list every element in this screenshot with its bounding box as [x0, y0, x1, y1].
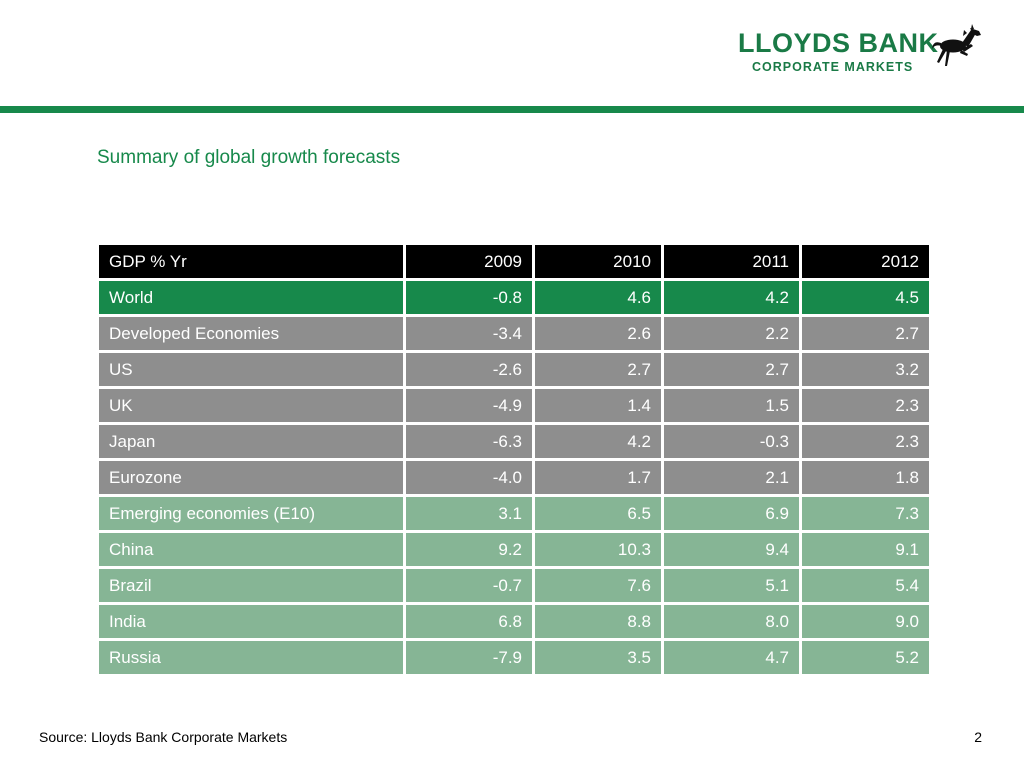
value-cell: 4.2 — [535, 425, 661, 458]
value-cell: -0.7 — [406, 569, 532, 602]
value-cell: 4.7 — [664, 641, 799, 674]
table-row-brazil: Brazil -0.7 7.6 5.1 5.4 — [99, 569, 929, 602]
value-cell: 5.1 — [664, 569, 799, 602]
value-cell: 2.3 — [802, 425, 929, 458]
value-cell: 3.2 — [802, 353, 929, 386]
table-row-developed-economies: Developed Economies -3.4 2.6 2.2 2.7 — [99, 317, 929, 350]
row-label-cell: Japan — [99, 425, 403, 458]
value-cell: -2.6 — [406, 353, 532, 386]
value-cell: -6.3 — [406, 425, 532, 458]
value-cell: 6.9 — [664, 497, 799, 530]
value-cell: 1.8 — [802, 461, 929, 494]
value-cell: 5.4 — [802, 569, 929, 602]
value-cell: 7.6 — [535, 569, 661, 602]
value-cell: 2.2 — [664, 317, 799, 350]
value-cell: 7.3 — [802, 497, 929, 530]
value-cell: 9.2 — [406, 533, 532, 566]
value-cell: 2.1 — [664, 461, 799, 494]
header-divider — [0, 106, 1024, 113]
row-label-cell: World — [99, 281, 403, 314]
value-cell: 6.8 — [406, 605, 532, 638]
value-cell: 10.3 — [535, 533, 661, 566]
table-row-japan: Japan -6.3 4.2 -0.3 2.3 — [99, 425, 929, 458]
page-number: 2 — [974, 729, 982, 745]
table-row-uk: UK -4.9 1.4 1.5 2.3 — [99, 389, 929, 422]
row-label-cell: Emerging economies (E10) — [99, 497, 403, 530]
logo-subtitle: CORPORATE MARKETS — [752, 60, 914, 74]
value-cell: 1.5 — [664, 389, 799, 422]
table-row-china: China 9.2 10.3 9.4 9.1 — [99, 533, 929, 566]
value-cell: 8.8 — [535, 605, 661, 638]
value-cell: 1.7 — [535, 461, 661, 494]
table-row-eurozone: Eurozone -4.0 1.7 2.1 1.8 — [99, 461, 929, 494]
black-horse-icon — [932, 24, 981, 66]
value-cell: 4.2 — [664, 281, 799, 314]
logo-wordmark: LLOYDS BANK — [738, 28, 939, 58]
slide-title: Summary of global growth forecasts — [97, 147, 401, 168]
value-cell: 2.7 — [664, 353, 799, 386]
value-cell: 6.5 — [535, 497, 661, 530]
row-label-cell: India — [99, 605, 403, 638]
value-cell: 4.5 — [802, 281, 929, 314]
table-row-russia: Russia -7.9 3.5 4.7 5.2 — [99, 641, 929, 674]
value-cell: -0.8 — [406, 281, 532, 314]
value-cell: -0.3 — [664, 425, 799, 458]
header-year-cell: 2010 — [535, 245, 661, 278]
value-cell: 4.6 — [535, 281, 661, 314]
source-note: Source: Lloyds Bank Corporate Markets — [39, 729, 288, 745]
value-cell: 3.1 — [406, 497, 532, 530]
value-cell: 2.6 — [535, 317, 661, 350]
header-label-cell: GDP % Yr — [99, 245, 403, 278]
row-label-cell: Developed Economies — [99, 317, 403, 350]
table-header-row: GDP % Yr 2009 2010 2011 2012 — [99, 245, 929, 278]
row-label-cell: Brazil — [99, 569, 403, 602]
value-cell: -4.0 — [406, 461, 532, 494]
value-cell: 2.7 — [802, 317, 929, 350]
row-label-cell: US — [99, 353, 403, 386]
table-row-world: World -0.8 4.6 4.2 4.5 — [99, 281, 929, 314]
value-cell: -7.9 — [406, 641, 532, 674]
row-label-cell: UK — [99, 389, 403, 422]
value-cell: 5.2 — [802, 641, 929, 674]
value-cell: 9.1 — [802, 533, 929, 566]
value-cell: -3.4 — [406, 317, 532, 350]
value-cell: 3.5 — [535, 641, 661, 674]
row-label-cell: Eurozone — [99, 461, 403, 494]
row-label-cell: Russia — [99, 641, 403, 674]
value-cell: 2.7 — [535, 353, 661, 386]
value-cell: 9.4 — [664, 533, 799, 566]
value-cell: 2.3 — [802, 389, 929, 422]
value-cell: 1.4 — [535, 389, 661, 422]
value-cell: -4.9 — [406, 389, 532, 422]
value-cell: 8.0 — [664, 605, 799, 638]
row-label-cell: China — [99, 533, 403, 566]
header-year-cell: 2009 — [406, 245, 532, 278]
table-row-india: India 6.8 8.8 8.0 9.0 — [99, 605, 929, 638]
header-year-cell: 2012 — [802, 245, 929, 278]
header-year-cell: 2011 — [664, 245, 799, 278]
table-row-emerging-economies: Emerging economies (E10) 3.1 6.5 6.9 7.3 — [99, 497, 929, 530]
table-row-us: US -2.6 2.7 2.7 3.2 — [99, 353, 929, 386]
lloyds-bank-logo: LLOYDS BANK CORPORATE MARKETS — [735, 22, 987, 82]
gdp-forecast-table: GDP % Yr 2009 2010 2011 2012 World -0.8 … — [96, 242, 932, 677]
value-cell: 9.0 — [802, 605, 929, 638]
